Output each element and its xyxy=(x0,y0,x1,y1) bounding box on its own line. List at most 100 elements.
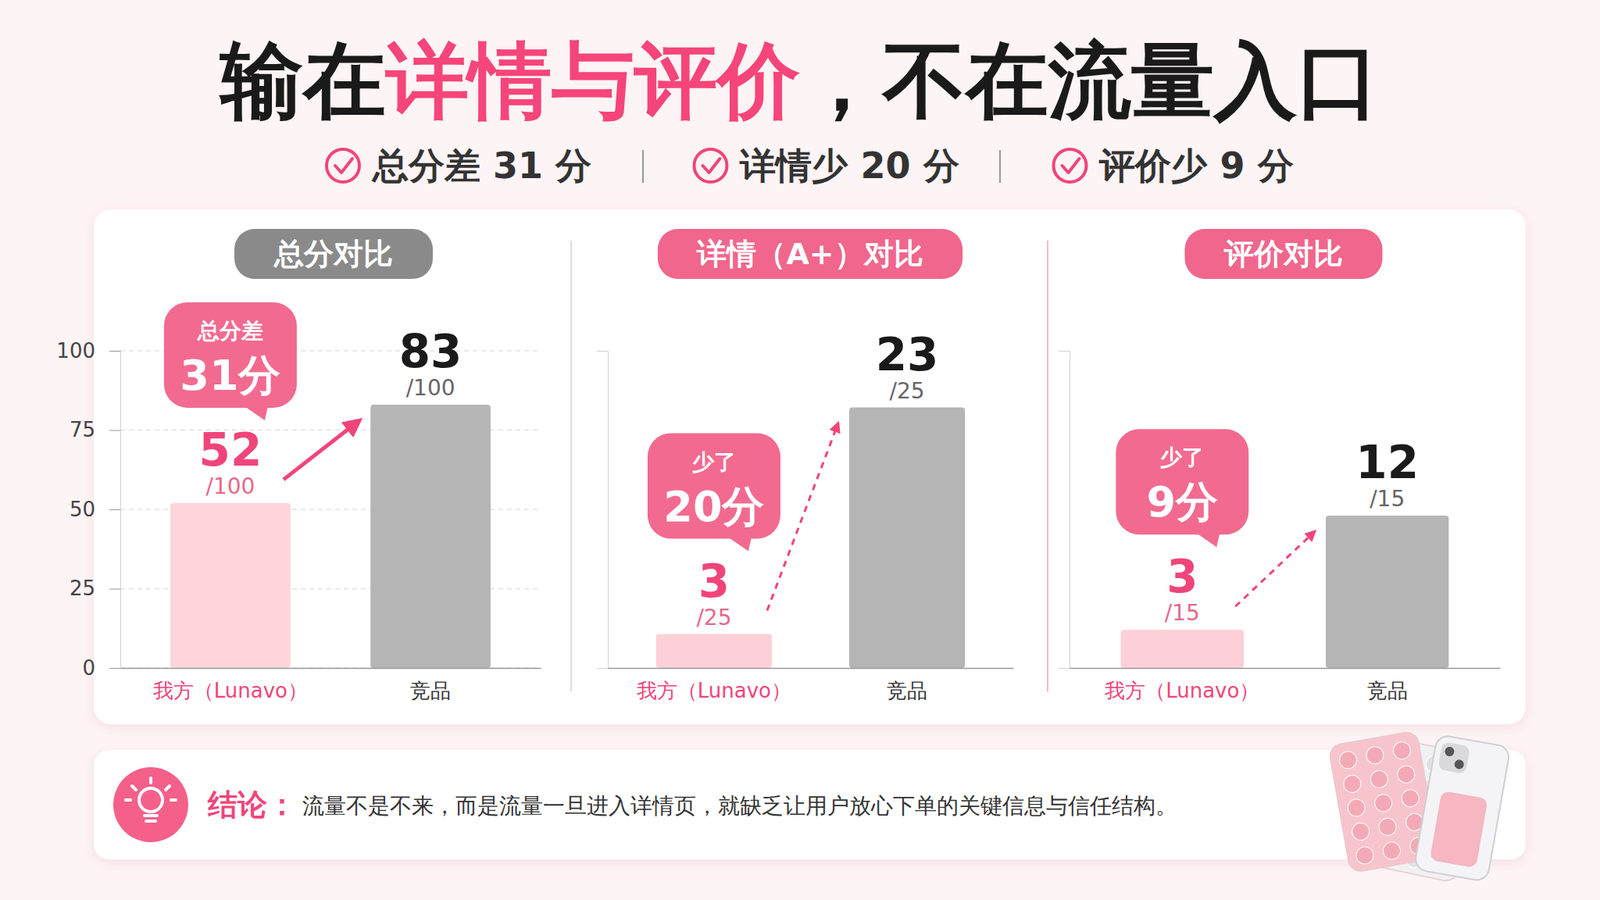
callout-label: 少了 xyxy=(692,449,736,475)
denominator-label: /15 xyxy=(1164,600,1200,626)
callout-box xyxy=(1115,428,1249,535)
x-tick-label: 竞品 xyxy=(410,678,451,703)
y-axis-line xyxy=(596,351,609,669)
highlight-text: 总分差 31 分 xyxy=(371,144,592,187)
callout-value: 20分 xyxy=(663,482,765,532)
product-phone xyxy=(1414,734,1511,883)
arrow xyxy=(1235,531,1315,607)
denominator-label: /25 xyxy=(696,604,732,631)
x-tick: 我方（Lunavo） xyxy=(153,667,308,703)
y-axis: 0255075100 xyxy=(56,339,121,680)
chart: 详情（A+）对比我方（Lunavo）竞品3/2523/25少了20分 xyxy=(596,228,1015,703)
x-tick: 我方（Lunavo） xyxy=(1104,667,1260,703)
panel-title: 详情（A+）对比 xyxy=(657,228,963,279)
check-mark xyxy=(335,158,353,173)
y-tick-mark xyxy=(109,350,121,352)
x-tick-label: 我方（Lunavo） xyxy=(636,678,792,703)
title-part: ，不在流量入口 xyxy=(800,32,1380,129)
bars xyxy=(1121,515,1450,668)
data-label: 83 xyxy=(399,325,463,379)
x-axis-line xyxy=(608,667,1015,670)
x-axis: 我方（Lunavo） 竞品 xyxy=(608,667,1015,703)
denominator-label: /100 xyxy=(205,473,255,500)
bulb-icon xyxy=(113,767,189,843)
y-tick: 0 xyxy=(82,656,121,680)
title-pill xyxy=(234,228,433,279)
chart: 总分对比0255075100我方（Lunavo）竞品52/10083/100总分… xyxy=(56,228,541,703)
y-axis xyxy=(596,351,609,669)
callout: 总分差 31分 xyxy=(164,302,297,421)
x-tick-label: 竞品 xyxy=(1367,678,1408,703)
separator xyxy=(999,150,1001,183)
x-tick-label: 我方（Lunavo） xyxy=(153,678,308,703)
data-label: 23 xyxy=(875,328,940,382)
callout-value: 31分 xyxy=(179,350,281,400)
check-mark xyxy=(702,158,720,173)
chart-title: 评价对比 xyxy=(1223,236,1343,272)
background xyxy=(0,0,1600,900)
y-tick-mark xyxy=(109,509,121,511)
chart-title: 总分对比 xyxy=(272,236,393,272)
y-tick-label: 50 xyxy=(69,497,96,522)
highlight-text: 评价少 9 分 xyxy=(1098,144,1293,187)
title-highlight: 详情与评价 xyxy=(384,32,800,129)
divider xyxy=(570,240,572,692)
x-axis: 我方（Lunavo） 竞品 xyxy=(121,667,542,703)
x-axis-line xyxy=(1070,667,1501,670)
highlight-text: 详情少 20 分 xyxy=(739,144,959,187)
bar xyxy=(370,404,491,668)
page: 输在详情与评价，不在流量入口总分差 31 分详情少 20 分评价少 9 分总分对… xyxy=(0,0,1600,900)
bar xyxy=(849,407,965,669)
callout-box xyxy=(164,302,297,408)
bar xyxy=(1121,629,1244,668)
main-panel xyxy=(93,209,1526,725)
panel-title: 评价对比 xyxy=(1185,228,1383,279)
panel-title: 总分对比 xyxy=(234,228,433,279)
check-icon xyxy=(693,149,727,183)
conclusion-label: 结论： xyxy=(207,787,297,822)
y-tick-label: 0 xyxy=(82,656,96,680)
check-mark xyxy=(1061,158,1079,173)
title-pill xyxy=(1185,228,1383,279)
conclusion-text: 流量不是不来，而是流量一旦进入详情页，就缺乏让用户放心下单的关键信息与信任结构。 xyxy=(302,792,1178,819)
check-icon xyxy=(1053,149,1086,183)
y-tick-label: 25 xyxy=(69,576,96,600)
bar xyxy=(656,634,772,669)
bulb-circle xyxy=(113,767,189,843)
callout-value: 9分 xyxy=(1146,477,1219,527)
bar xyxy=(1325,515,1449,668)
chart: 评价对比我方（Lunavo）竞品3/1512/15少了9分 xyxy=(1058,228,1501,703)
highlight: 总分差 31 分 xyxy=(326,144,592,187)
callout-box xyxy=(647,433,781,540)
callout-label: 少了 xyxy=(1160,444,1204,471)
separator xyxy=(642,150,644,183)
x-tick: 竞品 xyxy=(1367,667,1408,703)
callout-tail xyxy=(728,537,752,552)
highlight: 评价少 9 分 xyxy=(1053,144,1293,187)
data-label: 3 xyxy=(1166,550,1198,604)
highlight: 详情少 20 分 xyxy=(693,144,959,187)
y-axis xyxy=(1058,351,1071,669)
x-axis: 我方（Lunavo） 竞品 xyxy=(1070,667,1501,703)
check-icon xyxy=(326,149,360,183)
data-label: 52 xyxy=(199,423,263,477)
callout: 少了 9分 xyxy=(1115,428,1249,547)
conclusion: 结论：流量不是不来，而是流量一旦进入详情页，就缺乏让用户放心下单的关键信息与信任… xyxy=(93,750,1526,860)
callout-label: 总分差 xyxy=(196,317,264,344)
callout-tail xyxy=(244,406,268,421)
x-tick-label: 我方（Lunavo） xyxy=(1104,678,1260,703)
y-tick: 100 xyxy=(56,339,121,363)
data-label: 12 xyxy=(1355,435,1419,490)
y-axis-line xyxy=(1058,351,1071,669)
divider xyxy=(1046,240,1049,692)
product-image xyxy=(1328,730,1511,883)
x-axis-line xyxy=(121,667,542,670)
bulb xyxy=(139,788,163,812)
y-tick: 25 xyxy=(69,576,121,600)
arrow xyxy=(283,420,360,480)
y-tick-mark xyxy=(109,589,121,590)
denominator-label: /100 xyxy=(406,375,456,401)
x-tick: 竞品 xyxy=(886,667,928,703)
x-tick-label: 竞品 xyxy=(886,678,928,703)
denominator-label: /25 xyxy=(889,378,925,404)
